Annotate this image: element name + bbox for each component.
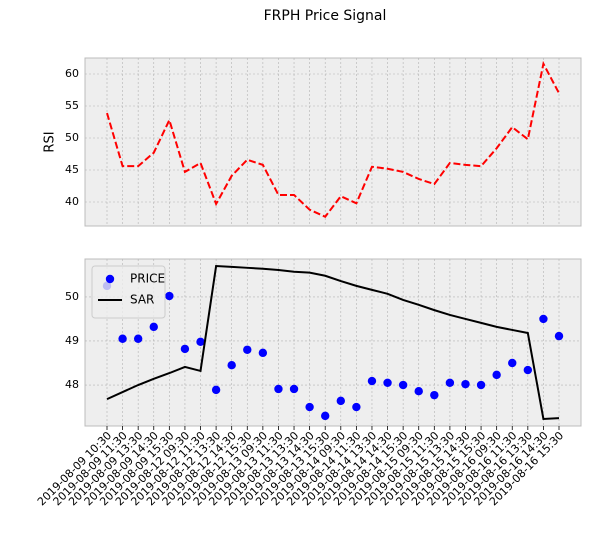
point <box>258 348 268 358</box>
legend-label: PRICE <box>130 272 165 286</box>
point <box>414 386 423 396</box>
y-tick-label: 40 <box>65 195 79 208</box>
point <box>461 379 470 389</box>
y-tick-label: 45 <box>65 163 79 176</box>
point <box>523 365 533 375</box>
legend-marker <box>105 274 115 284</box>
point <box>321 411 330 421</box>
y-axis-label: RSI <box>43 131 58 152</box>
point <box>554 331 564 341</box>
point <box>398 380 408 390</box>
point <box>508 358 517 368</box>
point <box>149 322 158 332</box>
legend-label: SAR <box>130 293 154 307</box>
point <box>196 337 205 347</box>
point <box>133 334 143 343</box>
point <box>211 385 221 395</box>
point <box>305 402 314 412</box>
point <box>227 360 236 370</box>
point <box>118 334 127 343</box>
point <box>539 314 548 324</box>
point <box>445 378 455 388</box>
point <box>492 370 501 380</box>
plot-area <box>84 258 582 427</box>
point <box>383 378 392 388</box>
plot-area <box>84 57 582 227</box>
point <box>367 376 377 386</box>
point <box>243 345 252 354</box>
y-tick-label: 48 <box>65 378 79 391</box>
point <box>289 384 299 394</box>
y-tick-label: 50 <box>65 290 79 303</box>
point <box>165 291 174 301</box>
point <box>336 396 345 406</box>
chart-title: FRPH Price Signal <box>264 8 387 24</box>
y-tick-label: 50 <box>65 131 79 144</box>
point <box>476 380 486 390</box>
point <box>352 402 361 412</box>
line <box>106 265 560 420</box>
y-tick-label: 55 <box>65 99 79 112</box>
line <box>106 60 560 218</box>
point <box>180 344 190 354</box>
point <box>274 384 283 394</box>
y-tick-label: 49 <box>65 334 79 347</box>
point <box>430 390 439 400</box>
y-tick-label: 60 <box>65 67 79 80</box>
